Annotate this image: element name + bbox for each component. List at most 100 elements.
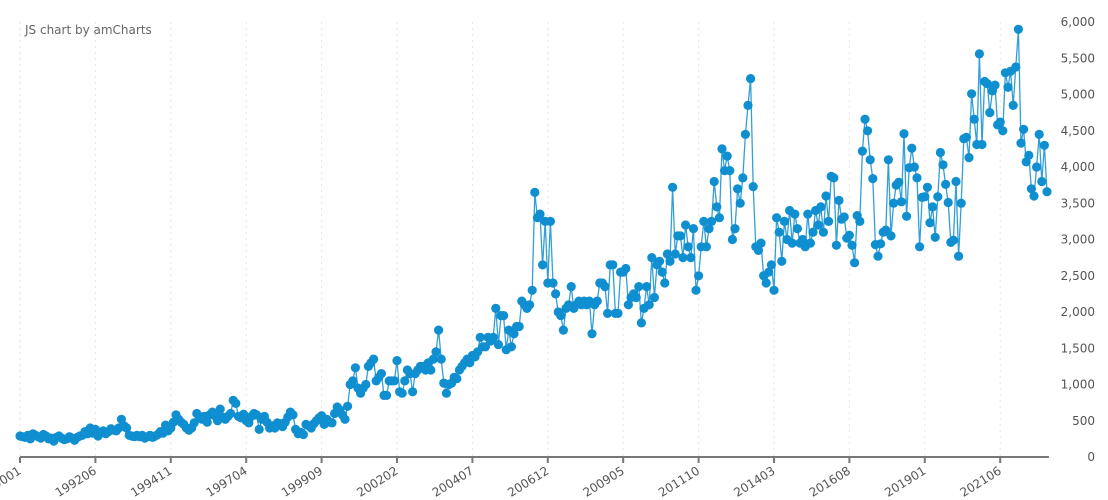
data-point-201108[interactable] xyxy=(688,224,699,234)
data-point-201202[interactable] xyxy=(704,224,714,234)
data-point-200903[interactable] xyxy=(613,308,623,318)
data-point-202201[interactable] xyxy=(1013,24,1024,34)
data-point-201906[interactable] xyxy=(933,192,943,202)
data-point-202101[interactable] xyxy=(982,79,992,89)
data-point-202206[interactable] xyxy=(1026,184,1036,194)
data-point-200906[interactable] xyxy=(621,263,631,274)
data-point-201011[interactable] xyxy=(665,256,675,266)
data-point-201701[interactable] xyxy=(857,146,868,156)
data-point-201711[interactable] xyxy=(883,155,894,165)
data-point-201005[interactable] xyxy=(649,292,660,303)
data-point-201101[interactable] xyxy=(670,249,680,259)
data-point-199508[interactable] xyxy=(189,418,199,428)
data-point-201610[interactable] xyxy=(850,258,860,268)
data-point-201908[interactable] xyxy=(938,160,948,170)
data-point-201211[interactable] xyxy=(727,234,738,245)
data-point-200007[interactable] xyxy=(343,401,353,411)
data-point-201207[interactable] xyxy=(717,144,727,154)
data-point-201809[interactable] xyxy=(909,162,920,172)
data-point-201103[interactable] xyxy=(675,231,686,241)
data-point-201806[interactable] xyxy=(902,211,912,221)
data-point-201505[interactable] xyxy=(805,238,816,248)
data-point-201204[interactable] xyxy=(709,176,719,187)
data-point-202207[interactable] xyxy=(1029,191,1039,201)
data-point-201612[interactable] xyxy=(855,216,865,226)
data-point-201203[interactable] xyxy=(707,216,717,226)
data-point-200807[interactable] xyxy=(592,296,602,306)
data-point-201905[interactable] xyxy=(930,232,940,242)
data-point-201704[interactable] xyxy=(865,155,875,165)
data-point-201403[interactable] xyxy=(769,285,779,295)
data-point-199610[interactable] xyxy=(226,408,236,419)
data-point-200102[interactable] xyxy=(361,379,371,390)
data-point-200110[interactable] xyxy=(382,390,392,400)
data-point-202212[interactable] xyxy=(1042,187,1052,197)
data-point-202209[interactable] xyxy=(1034,129,1044,139)
data-point-200709[interactable] xyxy=(566,282,576,292)
data-point-200511[interactable] xyxy=(509,329,519,339)
data-point-202211[interactable] xyxy=(1039,140,1049,150)
data-point-200309[interactable] xyxy=(441,388,451,398)
data-point-202005[interactable] xyxy=(961,132,972,142)
data-point-200108[interactable] xyxy=(376,369,386,379)
data-point-201511[interactable] xyxy=(821,191,831,201)
data-point-201306[interactable] xyxy=(746,74,756,84)
data-point-200910[interactable] xyxy=(631,292,641,303)
data-point-201008[interactable] xyxy=(657,267,667,277)
data-point-201104[interactable] xyxy=(678,253,688,263)
data-point-200010[interactable] xyxy=(350,363,360,373)
data-point-201406[interactable] xyxy=(777,256,787,266)
data-point-201902[interactable] xyxy=(922,182,933,192)
data-point-200303[interactable] xyxy=(426,365,436,375)
data-point-201210[interactable] xyxy=(725,166,735,176)
data-point-202011[interactable] xyxy=(977,139,987,150)
data-point-201105[interactable] xyxy=(681,220,691,230)
data-point-200201[interactable] xyxy=(389,376,399,386)
data-point-201307[interactable] xyxy=(748,182,758,192)
data-point-202007[interactable] xyxy=(967,89,977,99)
data-point-200205[interactable] xyxy=(400,376,410,386)
data-point-201009[interactable] xyxy=(660,278,670,288)
data-point-201707[interactable] xyxy=(873,251,883,261)
data-point-201302[interactable] xyxy=(735,198,745,208)
data-point-201801[interactable] xyxy=(889,198,899,208)
data-point-199810[interactable] xyxy=(288,410,298,420)
data-point-202010[interactable] xyxy=(974,49,985,59)
data-point-200907[interactable] xyxy=(623,300,634,310)
data-point-199709[interactable] xyxy=(254,424,264,434)
data-point-201404[interactable] xyxy=(772,213,782,223)
data-point-202203[interactable] xyxy=(1019,124,1029,134)
data-point-201410[interactable] xyxy=(787,238,797,248)
data-point-201509[interactable] xyxy=(816,202,826,212)
data-point-201712[interactable] xyxy=(886,231,896,241)
data-point-201811[interactable] xyxy=(915,242,925,252)
data-point-201402[interactable] xyxy=(766,260,777,270)
data-point-202003[interactable] xyxy=(956,198,966,208)
data-point-201702[interactable] xyxy=(860,114,870,124)
data-point-201901[interactable] xyxy=(920,192,930,202)
data-point-202202[interactable] xyxy=(1016,138,1026,148)
data-point-201909[interactable] xyxy=(941,179,951,189)
data-point-201904[interactable] xyxy=(928,202,938,212)
data-point-202006[interactable] xyxy=(964,153,974,163)
data-point-201407[interactable] xyxy=(779,216,790,226)
data-point-201309[interactable] xyxy=(753,245,764,255)
data-point-201609[interactable] xyxy=(847,240,857,250)
data-point-201301[interactable] xyxy=(733,184,743,194)
data-point-201107[interactable] xyxy=(686,253,696,263)
data-point-200505[interactable] xyxy=(493,340,503,350)
data-point-202112[interactable] xyxy=(1011,62,1021,72)
data-point-200202[interactable] xyxy=(392,356,402,366)
data-point-202109[interactable] xyxy=(1003,82,1013,92)
data-point-201206[interactable] xyxy=(714,213,725,223)
data-point-202106[interactable] xyxy=(995,117,1005,127)
data-point-200607[interactable] xyxy=(530,187,540,197)
data-point-201201[interactable] xyxy=(701,242,712,252)
data-point-201502[interactable] xyxy=(798,234,808,245)
data-point-201212[interactable] xyxy=(730,224,740,234)
data-point-201109[interactable] xyxy=(691,285,701,295)
data-point-200507[interactable] xyxy=(499,311,509,321)
data-point-200706[interactable] xyxy=(558,325,569,335)
data-point-201504[interactable] xyxy=(803,209,813,219)
data-point-200810[interactable] xyxy=(600,282,610,292)
